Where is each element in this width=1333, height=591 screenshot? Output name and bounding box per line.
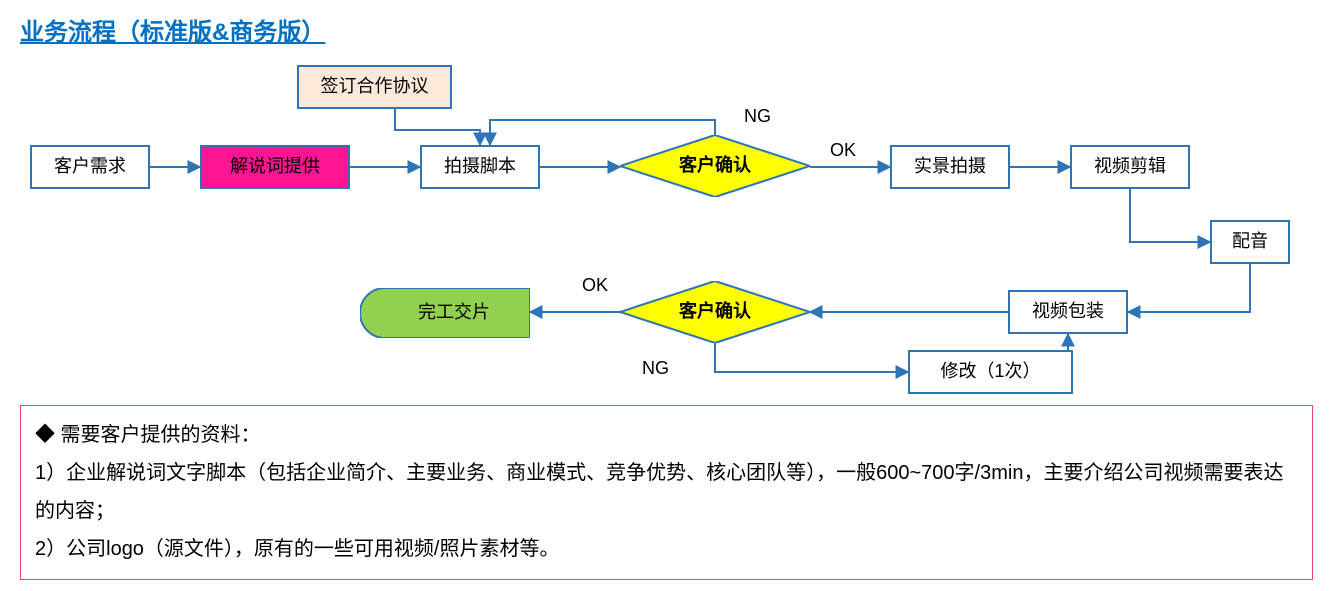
node-n_demand: 客户需求 — [30, 145, 150, 189]
diagram-canvas: 业务流程（标准版&商务版） 客户需求解说词提供签订合作协议拍摄脚本客户确认实景拍… — [0, 0, 1333, 591]
label-lbl_ng1: NG — [744, 106, 771, 127]
page-title: 业务流程（标准版&商务版） — [20, 12, 325, 47]
node-n_conf2: 客户确认 — [620, 281, 810, 343]
notes-line-1: 1）企业解说词文字脚本（包括企业简介、主要业务、商业模式、竞争优势、核心团队等）… — [35, 454, 1298, 530]
notes-box: ◆ 需要客户提供的资料： 1）企业解说词文字脚本（包括企业简介、主要业务、商业模… — [20, 405, 1313, 580]
node-n_narr: 解说词提供 — [200, 145, 350, 189]
notes-line-2: 2）公司logo（源文件），原有的一些可用视频/照片素材等。 — [35, 530, 1298, 568]
node-n_contract: 签订合作协议 — [297, 65, 452, 109]
node-n_pack: 视频包装 — [1008, 290, 1128, 334]
node-n_conf1: 客户确认 — [620, 135, 810, 197]
node-n_dub: 配音 — [1210, 220, 1290, 264]
label-lbl_ok2: OK — [582, 275, 608, 296]
edge-e11 — [715, 343, 908, 372]
label-lbl_ng2: NG — [642, 358, 669, 379]
edge-e7 — [1130, 189, 1210, 242]
node-n_edit: 视频剪辑 — [1070, 145, 1190, 189]
edge-e8 — [1128, 264, 1250, 312]
notes-heading: ◆ 需要客户提供的资料： — [35, 416, 1298, 454]
node-n_fix: 修改（1次） — [908, 350, 1073, 394]
label-lbl_ok1: OK — [830, 140, 856, 161]
edge-e3 — [395, 109, 480, 145]
node-n_done: 完工交片 — [360, 288, 530, 338]
node-n_shoot: 实景拍摄 — [890, 145, 1010, 189]
node-n_script: 拍摄脚本 — [420, 145, 540, 189]
